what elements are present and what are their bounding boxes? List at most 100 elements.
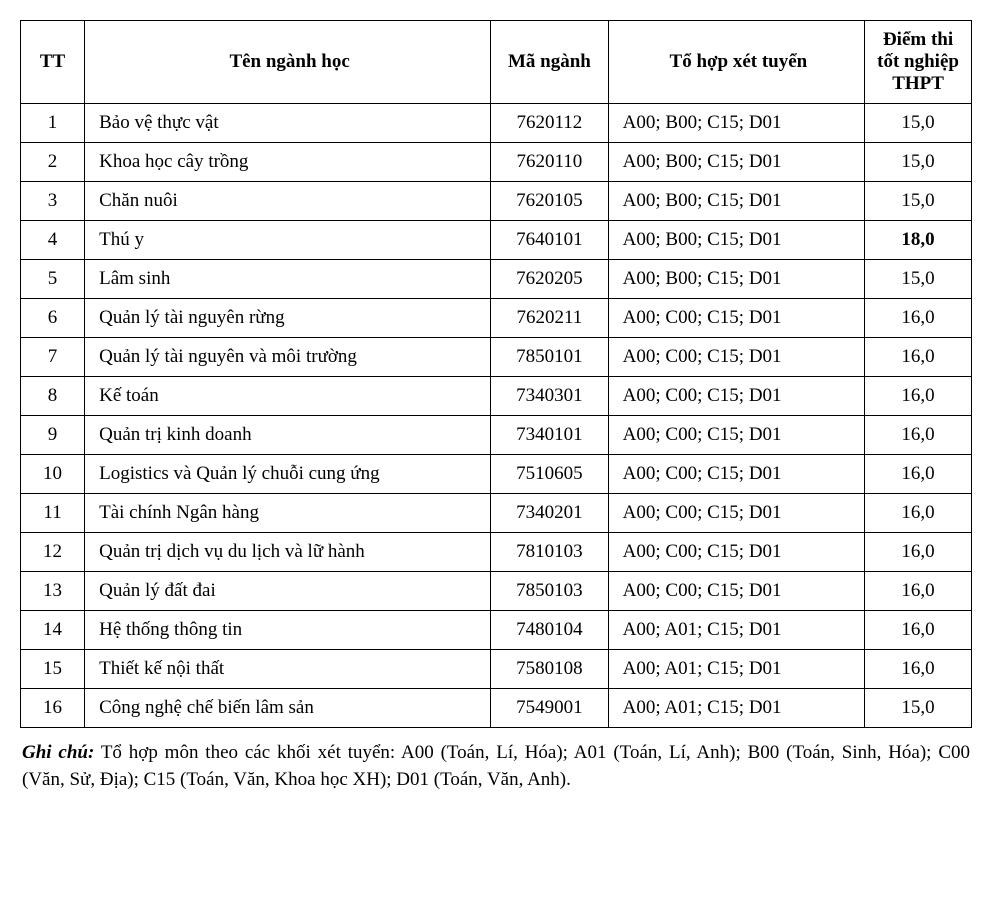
cell-name: Quản lý tài nguyên rừng (85, 299, 491, 338)
cell-tt: 12 (21, 533, 85, 572)
cell-code: 7510605 (491, 455, 609, 494)
cell-combo: A00; C00; C15; D01 (608, 416, 864, 455)
cell-tt: 1 (21, 104, 85, 143)
header-combo: Tổ hợp xét tuyển (608, 21, 864, 104)
cell-score: 16,0 (865, 416, 972, 455)
cell-code: 7340201 (491, 494, 609, 533)
table-row: 2Khoa học cây trồng7620110A00; B00; C15;… (21, 143, 972, 182)
cell-score: 16,0 (865, 494, 972, 533)
admissions-table: TT Tên ngành học Mã ngành Tổ hợp xét tuy… (20, 20, 972, 728)
cell-name: Quản lý tài nguyên và môi trường (85, 338, 491, 377)
cell-code: 7580108 (491, 650, 609, 689)
cell-code: 7850101 (491, 338, 609, 377)
cell-score: 16,0 (865, 572, 972, 611)
cell-code: 7620105 (491, 182, 609, 221)
cell-code: 7620112 (491, 104, 609, 143)
table-row: 5Lâm sinh7620205A00; B00; C15; D0115,0 (21, 260, 972, 299)
cell-name: Hệ thống thông tin (85, 611, 491, 650)
table-header-row: TT Tên ngành học Mã ngành Tổ hợp xét tuy… (21, 21, 972, 104)
cell-tt: 7 (21, 338, 85, 377)
cell-combo: A00; B00; C15; D01 (608, 260, 864, 299)
cell-name: Lâm sinh (85, 260, 491, 299)
cell-score: 15,0 (865, 104, 972, 143)
table-row: 14Hệ thống thông tin7480104A00; A01; C15… (21, 611, 972, 650)
cell-code: 7549001 (491, 689, 609, 728)
header-name: Tên ngành học (85, 21, 491, 104)
cell-name: Quản trị kinh doanh (85, 416, 491, 455)
cell-name: Chăn nuôi (85, 182, 491, 221)
table-row: 3Chăn nuôi7620105A00; B00; C15; D0115,0 (21, 182, 972, 221)
cell-score: 16,0 (865, 377, 972, 416)
cell-combo: A00; A01; C15; D01 (608, 689, 864, 728)
cell-combo: A00; C00; C15; D01 (608, 299, 864, 338)
cell-combo: A00; C00; C15; D01 (608, 377, 864, 416)
cell-combo: A00; B00; C15; D01 (608, 182, 864, 221)
cell-code: 7480104 (491, 611, 609, 650)
table-row: 1Bảo vệ thực vật7620112A00; B00; C15; D0… (21, 104, 972, 143)
table-row: 12Quản trị dịch vụ du lịch và lữ hành781… (21, 533, 972, 572)
cell-combo: A00; C00; C15; D01 (608, 338, 864, 377)
cell-tt: 11 (21, 494, 85, 533)
cell-combo: A00; A01; C15; D01 (608, 650, 864, 689)
header-score: Điểm thi tốt nghiệp THPT (865, 21, 972, 104)
cell-score: 16,0 (865, 338, 972, 377)
cell-code: 7620205 (491, 260, 609, 299)
cell-tt: 5 (21, 260, 85, 299)
cell-tt: 6 (21, 299, 85, 338)
cell-score: 15,0 (865, 143, 972, 182)
cell-score: 15,0 (865, 689, 972, 728)
table-row: 9Quản trị kinh doanh7340101A00; C00; C15… (21, 416, 972, 455)
cell-score: 18,0 (865, 221, 972, 260)
cell-name: Tài chính Ngân hàng (85, 494, 491, 533)
cell-tt: 3 (21, 182, 85, 221)
cell-name: Quản trị dịch vụ du lịch và lữ hành (85, 533, 491, 572)
cell-tt: 2 (21, 143, 85, 182)
header-tt: TT (21, 21, 85, 104)
cell-combo: A00; B00; C15; D01 (608, 221, 864, 260)
cell-name: Khoa học cây trồng (85, 143, 491, 182)
cell-code: 7850103 (491, 572, 609, 611)
cell-code: 7340301 (491, 377, 609, 416)
cell-name: Bảo vệ thực vật (85, 104, 491, 143)
cell-combo: A00; C00; C15; D01 (608, 455, 864, 494)
footnote: Ghi chú: Tổ hợp môn theo các khối xét tu… (20, 740, 972, 793)
cell-score: 15,0 (865, 260, 972, 299)
table-row: 11Tài chính Ngân hàng7340201A00; C00; C1… (21, 494, 972, 533)
cell-name: Công nghệ chế biến lâm sản (85, 689, 491, 728)
table-row: 4Thú y7640101A00; B00; C15; D0118,0 (21, 221, 972, 260)
table-row: 13Quản lý đất đai7850103A00; C00; C15; D… (21, 572, 972, 611)
cell-combo: A00; C00; C15; D01 (608, 494, 864, 533)
table-row: 6Quản lý tài nguyên rừng7620211A00; C00;… (21, 299, 972, 338)
cell-tt: 9 (21, 416, 85, 455)
cell-score: 16,0 (865, 533, 972, 572)
cell-tt: 14 (21, 611, 85, 650)
cell-tt: 13 (21, 572, 85, 611)
cell-code: 7620211 (491, 299, 609, 338)
cell-combo: A00; C00; C15; D01 (608, 572, 864, 611)
cell-name: Thiết kế nội thất (85, 650, 491, 689)
table-row: 16Công nghệ chế biến lâm sản7549001A00; … (21, 689, 972, 728)
cell-tt: 15 (21, 650, 85, 689)
cell-score: 16,0 (865, 299, 972, 338)
cell-score: 16,0 (865, 611, 972, 650)
table-row: 10Logistics và Quản lý chuỗi cung ứng751… (21, 455, 972, 494)
cell-code: 7340101 (491, 416, 609, 455)
cell-tt: 4 (21, 221, 85, 260)
footnote-label: Ghi chú: (22, 742, 94, 763)
cell-name: Thú y (85, 221, 491, 260)
cell-name: Logistics và Quản lý chuỗi cung ứng (85, 455, 491, 494)
cell-tt: 10 (21, 455, 85, 494)
table-row: 8Kế toán7340301A00; C00; C15; D0116,0 (21, 377, 972, 416)
cell-name: Kế toán (85, 377, 491, 416)
cell-combo: A00; B00; C15; D01 (608, 143, 864, 182)
table-row: 15Thiết kế nội thất7580108A00; A01; C15;… (21, 650, 972, 689)
cell-combo: A00; A01; C15; D01 (608, 611, 864, 650)
cell-combo: A00; B00; C15; D01 (608, 104, 864, 143)
cell-code: 7810103 (491, 533, 609, 572)
header-code: Mã ngành (491, 21, 609, 104)
table-body: 1Bảo vệ thực vật7620112A00; B00; C15; D0… (21, 104, 972, 728)
cell-tt: 16 (21, 689, 85, 728)
cell-code: 7620110 (491, 143, 609, 182)
cell-score: 15,0 (865, 182, 972, 221)
cell-combo: A00; C00; C15; D01 (608, 533, 864, 572)
